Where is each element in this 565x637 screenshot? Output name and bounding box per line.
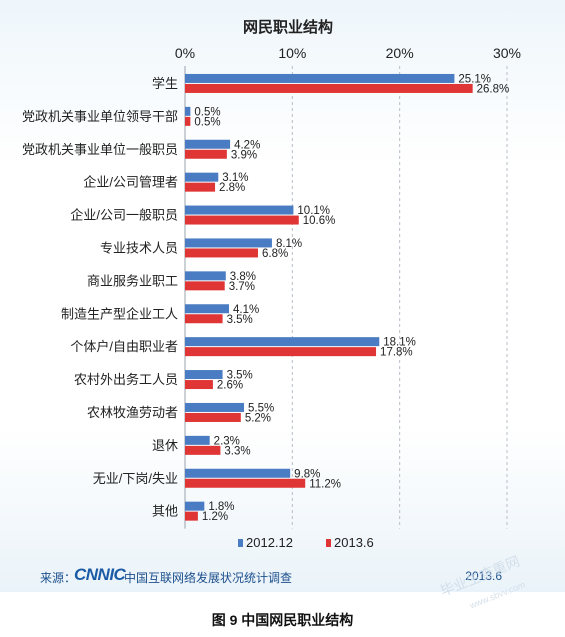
- source-line: 来源： CNNIC 中国互联网络发展状况统计调查 2013.6: [40, 565, 510, 587]
- category-label: 制造生产型企业工人: [61, 306, 178, 321]
- category-label: 个体户/自由职业者: [70, 339, 178, 354]
- x-tick-label: 0%: [175, 45, 195, 61]
- data-label: 5.2%: [245, 412, 271, 424]
- bar-series-2012-12: [185, 370, 223, 380]
- data-label: 17.8%: [380, 347, 413, 359]
- bars: [185, 73, 473, 521]
- bar-series-2012-12: [185, 435, 210, 445]
- bar-series-2012-12: [185, 73, 455, 83]
- data-label: 4.2%: [234, 139, 260, 151]
- bar-series-2012-12: [185, 468, 291, 478]
- category-label: 退休: [152, 438, 178, 453]
- gridlines: [184, 66, 508, 529]
- category-label: 党政机关事业单位领导干部: [22, 109, 178, 124]
- x-tick-label: 30%: [493, 45, 521, 61]
- data-label: 0.5%: [194, 106, 220, 118]
- source-date: 2013.6: [465, 569, 502, 583]
- data-label: 3.7%: [229, 281, 255, 293]
- bar-series-2012-12: [185, 139, 231, 149]
- bar-series-2013-6: [185, 478, 306, 488]
- category-label: 商业服务业职工: [87, 273, 178, 288]
- x-tick-label: 10%: [278, 45, 306, 61]
- data-label: 3.5%: [227, 370, 253, 382]
- legend-swatch: [238, 539, 243, 547]
- category-label: 无业/下岗/失业: [93, 471, 178, 486]
- category-labels: 学生党政机关事业单位领导干部党政机关事业单位一般职员企业/公司管理者企业/公司一…: [22, 76, 178, 519]
- data-label: 0.5%: [194, 116, 220, 128]
- bar-series-2013-6: [185, 149, 227, 159]
- bar-series-2012-12: [185, 205, 294, 215]
- data-label: 2.8%: [219, 182, 245, 194]
- x-axis-ticks: 0% 10% 20% 30%: [175, 45, 521, 61]
- data-label: 10.6%: [303, 215, 336, 227]
- legend: 2012.12 2013.6: [238, 535, 374, 550]
- bar-series-2012-12: [185, 402, 245, 412]
- source-organization: 中国互联网络发展状况统计调查: [124, 571, 293, 585]
- bar-series-2013-6: [185, 412, 241, 422]
- bar-series-2013-6: [185, 347, 377, 357]
- data-label: 10.1%: [297, 205, 330, 217]
- data-label: 26.8%: [477, 83, 510, 95]
- bar-series-2012-12: [185, 172, 219, 182]
- category-label: 农林牧渔劳动者: [87, 405, 178, 420]
- category-label: 专业技术人员: [100, 240, 178, 255]
- data-label: 3.3%: [224, 445, 250, 457]
- data-label: 2.6%: [217, 380, 243, 392]
- data-labels: 25.1%26.8%0.5%0.5%4.2%3.9%3.1%2.8%10.1%1…: [194, 73, 509, 523]
- bar-series-2013-6: [185, 511, 198, 521]
- data-label: 5.5%: [248, 402, 274, 414]
- data-label: 4.1%: [233, 304, 259, 316]
- data-label: 8.1%: [276, 238, 302, 250]
- bar-series-2013-6: [185, 83, 473, 93]
- bar-series-2013-6: [185, 314, 223, 324]
- data-label: 3.1%: [222, 172, 248, 184]
- bar-chart: 网民职业结构 0% 10% 20% 30% 学生党政机关事业单位领导干部党政机关事业单…: [22, 18, 521, 550]
- data-label: 6.8%: [262, 248, 288, 260]
- figure-caption: 图 9 中国网民职业结构: [211, 612, 354, 628]
- data-label: 3.5%: [227, 314, 253, 326]
- category-label: 企业/公司管理者: [83, 175, 178, 190]
- bar-series-2012-12: [185, 238, 272, 248]
- bar-series-2013-6: [185, 380, 213, 390]
- data-label: 25.1%: [458, 73, 491, 85]
- legend-label: 2013.6: [334, 535, 374, 550]
- category-label: 其他: [152, 504, 178, 519]
- bar-series-2012-12: [185, 304, 230, 314]
- bar-series-2012-12: [185, 501, 205, 511]
- chart-title: 网民职业结构: [243, 18, 333, 36]
- category-label: 农村外出务工人员: [74, 372, 178, 387]
- data-label: 11.2%: [309, 478, 341, 490]
- data-label: 3.9%: [231, 149, 257, 161]
- legend-label: 2012.12: [246, 535, 293, 550]
- x-tick-label: 20%: [386, 45, 414, 61]
- bar-series-2012-12: [185, 337, 380, 347]
- category-label: 学生: [152, 76, 178, 91]
- bar-series-2012-12: [185, 271, 226, 281]
- bar-series-2013-6: [185, 248, 258, 258]
- legend-swatch: [326, 539, 331, 547]
- source-label: 来源：: [40, 571, 77, 585]
- bar-series-2013-6: [185, 281, 225, 291]
- data-label: 9.8%: [294, 468, 320, 480]
- data-label: 1.8%: [208, 501, 234, 513]
- bar-series-2012-12: [185, 106, 191, 116]
- bar-series-2013-6: [185, 215, 299, 225]
- data-label: 1.2%: [202, 511, 228, 523]
- bar-series-2013-6: [185, 116, 191, 126]
- chart-panel: 网民职业结构 0% 10% 20% 30% 学生党政机关事业单位领导干部 党政机关事业单…: [0, 0, 565, 611]
- data-label: 2.3%: [214, 435, 240, 447]
- bar-series-2013-6: [185, 182, 216, 192]
- data-label: 3.8%: [230, 271, 256, 283]
- category-label: 党政机关事业单位一般职员: [22, 142, 178, 157]
- cnnic-logo: CNNIC: [74, 565, 126, 584]
- category-label: 企业/公司一般职员: [70, 208, 178, 223]
- bar-series-2013-6: [185, 445, 221, 455]
- data-label: 18.1%: [383, 337, 416, 349]
